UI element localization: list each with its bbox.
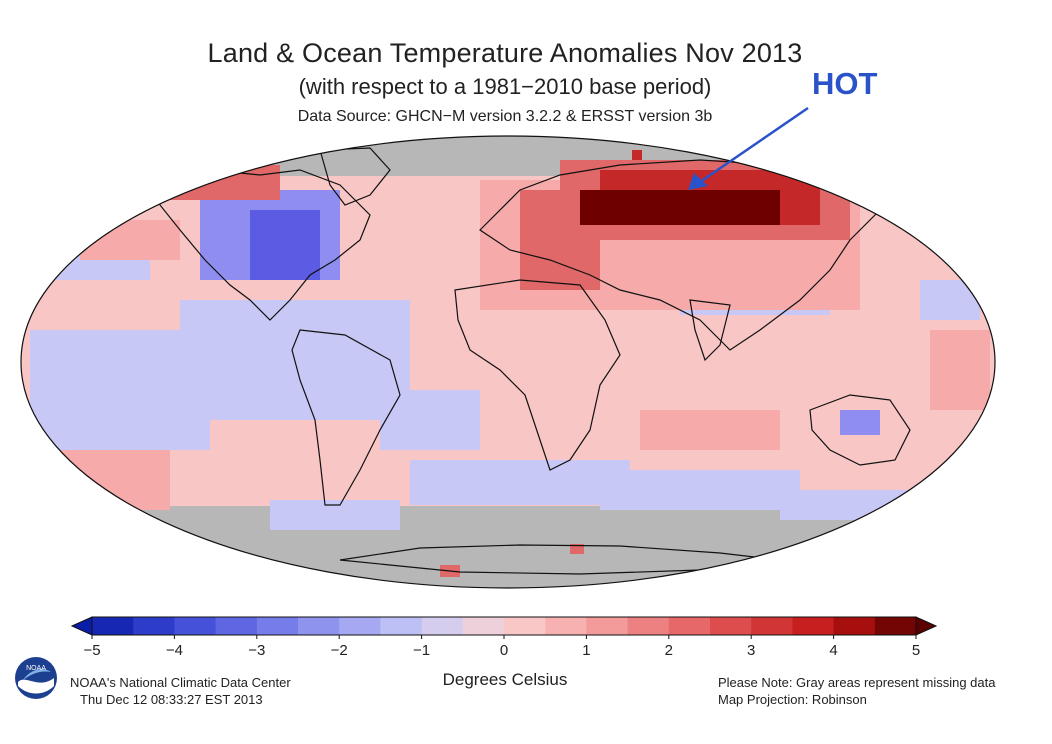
colorbar-segment [174, 617, 217, 635]
colorbar-tick-label: −3 [248, 642, 265, 659]
colorbar: −5 −4 −3 −2 −1 0 1 2 3 4 5 [70, 616, 938, 659]
colorbar-segment [298, 617, 340, 635]
colorbar-segment [462, 617, 505, 635]
colorbar-segment [545, 617, 587, 635]
footer-note: Please Note: Gray areas represent missin… [718, 675, 996, 690]
colorbar-low-arrow [70, 616, 93, 636]
colorbar-segment [380, 617, 423, 635]
hot-arrow [688, 106, 809, 190]
colorbar-segment [92, 617, 134, 635]
globe-boundary [20, 135, 996, 589]
noaa-logo-icon: NOAA [15, 657, 57, 699]
colorbar-segment [421, 617, 464, 635]
south-america-outline [291, 329, 401, 506]
footer-right: Please Note: Gray areas represent missin… [718, 674, 995, 708]
footer-timestamp: Thu Dec 12 08:33:27 EST 2013 [80, 692, 263, 707]
colorbar-tick-label: 4 [829, 642, 837, 659]
footer-projection: Map Projection: Robinson [718, 692, 867, 707]
footer-left: NOAA's National Climatic Data Center Thu… [70, 674, 291, 708]
colorbar-segment [874, 617, 917, 635]
north-america-outline [149, 169, 371, 321]
noaa-logo-text: NOAA [26, 665, 46, 672]
colorbar-title: Degrees Celsius [442, 670, 568, 689]
colorbar-segment [215, 617, 258, 635]
colorbar-segment [627, 617, 670, 635]
colorbar-segment [504, 617, 546, 635]
colorbar-segment [339, 617, 381, 635]
colorbar-tick-label: 3 [747, 642, 755, 659]
data-source: Data Source: GHCN−M version 3.2.2 & ERSS… [297, 108, 713, 125]
continent-outlines [149, 147, 911, 575]
greenland-outline [319, 147, 391, 206]
footer-org: NOAA's National Climatic Data Center [70, 675, 291, 690]
colorbar-tick-label: 0 [500, 642, 508, 659]
colorbar-tick-label: 2 [665, 642, 673, 659]
antarctica-outline [339, 544, 781, 575]
colorbar-segment [710, 617, 752, 635]
colorbar-tick-label: −1 [413, 642, 430, 659]
india-outline [689, 299, 731, 362]
anomaly-map [21, 136, 995, 588]
hot-annotation-label: HOT [812, 66, 878, 101]
australia-outline [809, 394, 911, 466]
map-title: Land & Ocean Temperature Anomalies Nov 2… [207, 38, 803, 68]
colorbar-tick-label: −5 [83, 642, 100, 659]
colorbar-segment [833, 617, 876, 635]
colorbar-tick-label: 5 [912, 642, 920, 659]
colorbar-segment [792, 617, 835, 635]
colorbar-segment [133, 617, 175, 635]
colorbar-tick-label: −2 [331, 642, 348, 659]
colorbar-tick-label: 1 [582, 642, 590, 659]
africa-outline [454, 279, 621, 471]
map-subtitle: (with respect to a 1981−2010 base period… [298, 74, 712, 99]
colorbar-tick-label: −4 [166, 642, 183, 659]
colorbar-high-arrow [915, 616, 938, 636]
colorbar-segment [256, 617, 299, 635]
colorbar-segment [668, 617, 711, 635]
colorbar-segment [586, 617, 629, 635]
arctic-missing-data [21, 136, 995, 176]
eurasia-outline [479, 159, 881, 351]
colorbar-segment [751, 617, 793, 635]
